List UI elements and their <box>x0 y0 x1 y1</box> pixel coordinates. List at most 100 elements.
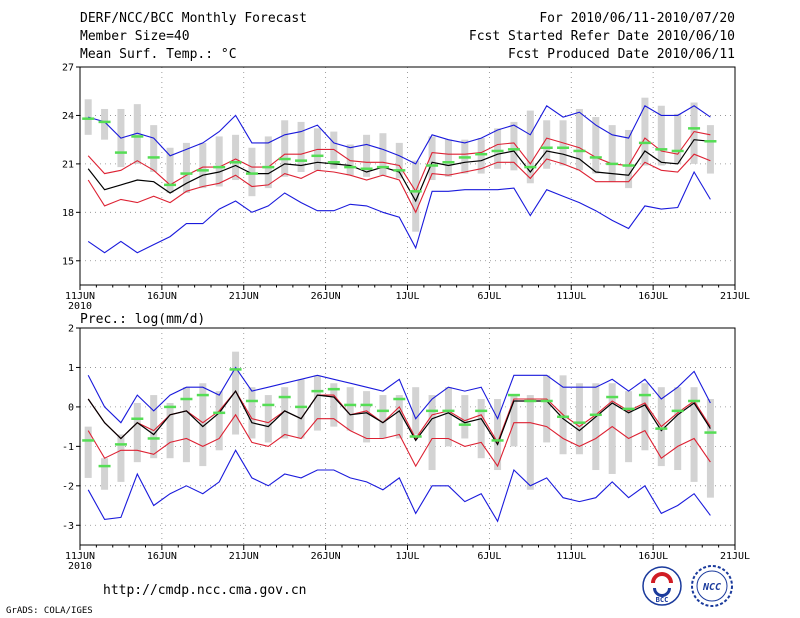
temp-xtick-label: 16JUN <box>147 291 177 302</box>
precip-mean-line <box>87 389 711 446</box>
temp-spread-box <box>166 147 174 193</box>
precip-xtick-label: 6JUL <box>477 551 501 562</box>
bcc-logo: BCC <box>642 566 682 606</box>
precip-spread-box <box>199 383 207 467</box>
temp-spread-box <box>363 134 371 177</box>
temp-spread-box <box>428 136 436 181</box>
temp-mean-line <box>87 139 711 203</box>
temp-spread-box <box>346 144 354 176</box>
precip-spread-box <box>608 383 616 474</box>
precip-outer-high-line <box>87 366 711 424</box>
precip-plot-frame <box>79 327 736 546</box>
temp-spread-box <box>297 121 305 172</box>
temp-spread-box <box>543 120 551 169</box>
precip-inner-low-line <box>87 413 711 468</box>
temp-spread-box <box>248 147 256 197</box>
temp-spread-box <box>690 102 698 164</box>
temp-spread-box <box>674 113 682 164</box>
precip-xtick-label: 1JUL <box>395 551 419 562</box>
temp-ytick-label: 27 <box>62 63 74 74</box>
temp-ytick-label: 18 <box>62 208 74 219</box>
temp-spread-box <box>592 117 600 174</box>
header-member-size: Member Size=40 <box>80 29 190 44</box>
temp-spread-box <box>133 104 141 164</box>
precip-xtick-label: 26JUN <box>311 551 341 562</box>
header-period: For 2010/06/11-2010/07/20 <box>539 11 735 26</box>
temp-spread-box <box>412 160 420 232</box>
precip-spread-box <box>379 395 387 439</box>
temp-spread-box <box>182 142 190 193</box>
temp-xtick-label: 21JUN <box>229 291 259 302</box>
precip-ytick-label: 1 <box>68 363 74 374</box>
temp-spread-box <box>657 105 665 166</box>
temp-xtick-label: 16JUL <box>638 291 668 302</box>
precip-grid <box>80 328 735 545</box>
temp-spread-box <box>150 125 158 172</box>
temp-spread-box <box>477 138 485 174</box>
precip-spread-box <box>117 434 125 482</box>
temp-xtick-label: 26JUN <box>311 291 341 302</box>
temp-spread-box <box>444 139 452 177</box>
precip-spread-box <box>133 402 141 463</box>
temp-spread-box <box>101 108 109 140</box>
precip-spread-box <box>101 458 109 490</box>
precip-spread-box <box>461 395 469 439</box>
temp-outer-high-line <box>88 105 711 165</box>
header-produced-date: Fcst Produced Date 2010/06/11 <box>508 47 735 62</box>
precip-spread-box <box>510 395 518 447</box>
temp-spread-box <box>84 99 92 135</box>
temp-spread-box <box>215 136 223 187</box>
precip-spread-box <box>494 399 502 471</box>
precip-panel-title: Prec.: log(mm/d) <box>80 312 205 327</box>
precip-spread-box <box>428 395 436 471</box>
temp-year-label: 2010 <box>68 301 92 312</box>
precip-spread-box <box>248 387 256 439</box>
precip-inner-high-line <box>87 390 711 444</box>
temp-spread-box <box>199 142 207 189</box>
precip-ytick-label: 2 <box>68 324 74 335</box>
temp-ytick-label: 24 <box>62 111 74 122</box>
precip-spread-box <box>330 383 338 427</box>
precip-spread-box <box>264 395 272 443</box>
temp-ytick-label: 15 <box>62 256 74 267</box>
temp-spread-box <box>526 110 534 184</box>
precipitation-panel: -3 -2 -1 0 1 2 11JUN 16JUN 21JUN 26JUN 1JUL 6JUL 11J… <box>62 324 750 573</box>
bcc-logo-label: BCC <box>656 596 669 604</box>
precip-spread-box <box>477 399 485 459</box>
precip-spread-box <box>706 399 714 498</box>
precip-ytick-label: -1 <box>62 442 74 453</box>
temp-xtick-label: 11JUN <box>65 291 95 302</box>
temp-ytick-label: 21 <box>62 159 74 170</box>
temp-spread-box <box>494 128 502 169</box>
footer-credit: GrADS: COLA/IGES <box>6 606 93 616</box>
precip-spread-box <box>166 402 174 459</box>
header-variable: Mean Surf. Temp.: °C <box>80 47 237 62</box>
precip-spread-box <box>232 351 240 435</box>
ncc-logo-label: NCC <box>702 582 721 593</box>
temp-spread-box <box>608 125 616 182</box>
temp-spread-box <box>330 131 338 169</box>
footer-url: http://cmdp.ncc.cma.gov.cn <box>103 583 307 598</box>
temp-spread-box <box>232 134 240 181</box>
precip-spread-box <box>313 375 321 431</box>
temp-inner-low-line <box>87 153 711 214</box>
temp-spread-box <box>395 142 403 179</box>
precip-spread-box <box>297 379 305 439</box>
header-title: DERF/NCC/BCC Monthly Forecast <box>80 11 307 26</box>
precip-spread-box <box>444 387 452 447</box>
precip-outer-low-line <box>87 449 711 523</box>
precip-xtick-label: 21JUN <box>229 551 259 562</box>
precip-xtick-label: 11JUN <box>65 551 95 562</box>
temp-spread-box <box>379 133 387 176</box>
precip-ytick-label: 0 <box>68 402 74 413</box>
precip-spread-box <box>412 387 420 435</box>
precip-ytick-label: -2 <box>62 481 74 492</box>
precip-spread-box <box>150 395 158 459</box>
precip-xtick-label: 16JUL <box>638 551 668 562</box>
precip-spread-box <box>625 391 633 463</box>
precip-ytick-label: -3 <box>62 521 74 532</box>
temp-spread-box <box>264 136 272 189</box>
precip-spread-box <box>690 387 698 482</box>
ncc-logo: NCC <box>691 565 733 607</box>
